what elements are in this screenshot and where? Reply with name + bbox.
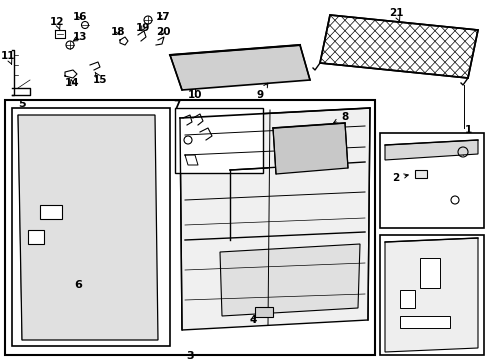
Bar — [40, 205, 62, 219]
Polygon shape — [384, 140, 477, 160]
Text: 15: 15 — [93, 72, 107, 85]
Polygon shape — [272, 123, 347, 174]
Text: 14: 14 — [64, 78, 79, 88]
Bar — [419, 258, 439, 288]
Text: 10: 10 — [187, 90, 202, 100]
Text: 11: 11 — [1, 51, 15, 64]
Text: 6: 6 — [74, 280, 82, 290]
Text: 9: 9 — [256, 83, 267, 100]
Text: 21: 21 — [388, 8, 403, 21]
Text: 1: 1 — [464, 125, 470, 135]
Polygon shape — [220, 244, 359, 316]
Bar — [414, 170, 426, 178]
Bar — [379, 133, 483, 228]
Bar — [254, 307, 272, 317]
Bar — [5, 100, 374, 355]
Text: 19: 19 — [136, 23, 150, 33]
Bar — [28, 230, 44, 244]
Text: 3: 3 — [186, 351, 193, 360]
Text: 7: 7 — [173, 100, 181, 110]
Text: 18: 18 — [110, 27, 125, 37]
Bar — [175, 108, 263, 173]
Text: 16: 16 — [73, 12, 87, 22]
Text: 17: 17 — [155, 12, 170, 22]
Polygon shape — [180, 108, 369, 330]
Bar — [379, 235, 483, 355]
Polygon shape — [384, 238, 477, 352]
Polygon shape — [18, 115, 158, 340]
Text: 8: 8 — [333, 112, 348, 123]
Polygon shape — [319, 15, 477, 78]
Bar — [12, 108, 170, 346]
Text: 12: 12 — [50, 17, 64, 30]
Polygon shape — [170, 45, 309, 90]
Text: 20: 20 — [156, 27, 170, 37]
Text: 5: 5 — [18, 99, 26, 109]
Text: 13: 13 — [73, 32, 87, 42]
Text: 4: 4 — [249, 315, 256, 325]
Text: 2: 2 — [391, 173, 407, 183]
Bar — [399, 290, 414, 308]
Bar — [399, 316, 449, 328]
